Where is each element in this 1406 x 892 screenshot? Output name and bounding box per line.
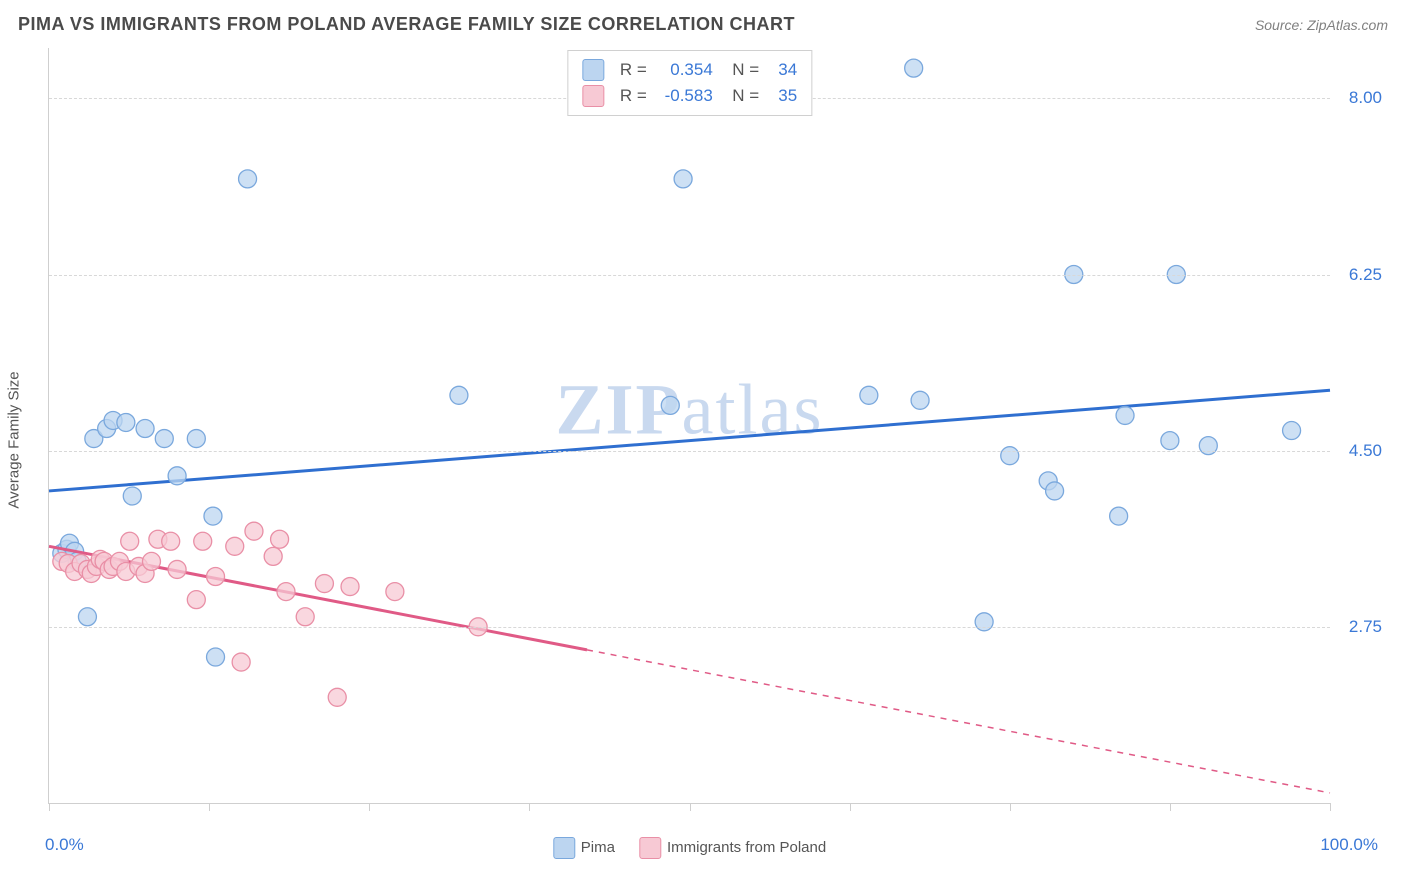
data-point	[168, 467, 186, 485]
data-point	[194, 532, 212, 550]
stats-row: R = -0.583 N = 35	[582, 83, 797, 109]
gridline	[49, 275, 1330, 276]
legend-swatch	[582, 85, 604, 107]
x-tick	[529, 803, 530, 811]
chart-title: PIMA VS IMMIGRANTS FROM POLAND AVERAGE F…	[18, 14, 795, 35]
data-point	[1001, 447, 1019, 465]
x-axis-max-label: 100.0%	[1320, 835, 1378, 855]
data-point	[162, 532, 180, 550]
data-point	[245, 522, 263, 540]
data-point	[78, 608, 96, 626]
data-point	[187, 430, 205, 448]
y-tick-label: 6.25	[1349, 265, 1382, 285]
data-point	[226, 537, 244, 555]
data-point	[117, 413, 135, 431]
legend-label: Pima	[581, 839, 615, 856]
data-point	[155, 430, 173, 448]
data-point	[232, 653, 250, 671]
legend-item: Immigrants from Poland	[639, 837, 826, 859]
data-point	[328, 688, 346, 706]
stat-n-label: N =	[723, 60, 759, 80]
x-axis-min-label: 0.0%	[45, 835, 84, 855]
data-point	[1116, 406, 1134, 424]
x-tick	[690, 803, 691, 811]
data-point	[271, 530, 289, 548]
data-point	[187, 591, 205, 609]
x-tick	[1330, 803, 1331, 811]
scatter-svg	[49, 48, 1330, 803]
series-legend: Pima Immigrants from Poland	[553, 837, 826, 859]
y-tick-label: 8.00	[1349, 88, 1382, 108]
gridline	[49, 451, 1330, 452]
data-point	[674, 170, 692, 188]
data-point	[386, 583, 404, 601]
stat-r-value: 0.354	[657, 60, 713, 80]
legend-swatch	[582, 59, 604, 81]
data-point	[123, 487, 141, 505]
stat-n-value: 35	[769, 86, 797, 106]
stat-r-label: R =	[620, 86, 647, 106]
data-point	[341, 578, 359, 596]
stat-n-label: N =	[723, 86, 759, 106]
trend-line	[49, 390, 1330, 491]
trend-line-extrapolated	[587, 650, 1330, 793]
y-tick-label: 2.75	[1349, 617, 1382, 637]
data-point	[277, 583, 295, 601]
data-point	[911, 391, 929, 409]
data-point	[1046, 482, 1064, 500]
x-tick	[369, 803, 370, 811]
x-tick	[209, 803, 210, 811]
data-point	[661, 396, 679, 414]
data-point	[136, 420, 154, 438]
data-point	[450, 386, 468, 404]
data-point	[315, 575, 333, 593]
x-tick	[850, 803, 851, 811]
x-tick	[1170, 803, 1171, 811]
x-tick	[49, 803, 50, 811]
legend-swatch	[639, 837, 661, 859]
legend-swatch	[553, 837, 575, 859]
x-tick	[1010, 803, 1011, 811]
data-point	[296, 608, 314, 626]
legend-label: Immigrants from Poland	[667, 839, 826, 856]
data-point	[168, 560, 186, 578]
data-point	[142, 552, 160, 570]
stat-r-label: R =	[620, 60, 647, 80]
legend-item: Pima	[553, 837, 615, 859]
stat-r-value: -0.583	[657, 86, 713, 106]
gridline	[49, 627, 1330, 628]
y-tick-label: 4.50	[1349, 441, 1382, 461]
trend-line	[49, 546, 587, 650]
data-point	[207, 568, 225, 586]
data-point	[121, 532, 139, 550]
source-attribution: Source: ZipAtlas.com	[1255, 17, 1388, 33]
data-point	[264, 547, 282, 565]
data-point	[1199, 437, 1217, 455]
data-point	[860, 386, 878, 404]
data-point	[1283, 422, 1301, 440]
stat-n-value: 34	[769, 60, 797, 80]
data-point	[207, 648, 225, 666]
data-point	[905, 59, 923, 77]
data-point	[1110, 507, 1128, 525]
data-point	[1161, 432, 1179, 450]
stats-row: R = 0.354 N = 34	[582, 57, 797, 83]
data-point	[239, 170, 257, 188]
correlation-stats-box: R = 0.354 N = 34R = -0.583 N = 35	[567, 50, 812, 116]
data-point	[975, 613, 993, 631]
y-axis-label: Average Family Size	[6, 371, 23, 508]
data-point	[204, 507, 222, 525]
chart-container: Average Family Size ZIPatlas R = 0.354 N…	[48, 48, 1388, 832]
plot-area: ZIPatlas R = 0.354 N = 34R = -0.583 N = …	[48, 48, 1330, 804]
